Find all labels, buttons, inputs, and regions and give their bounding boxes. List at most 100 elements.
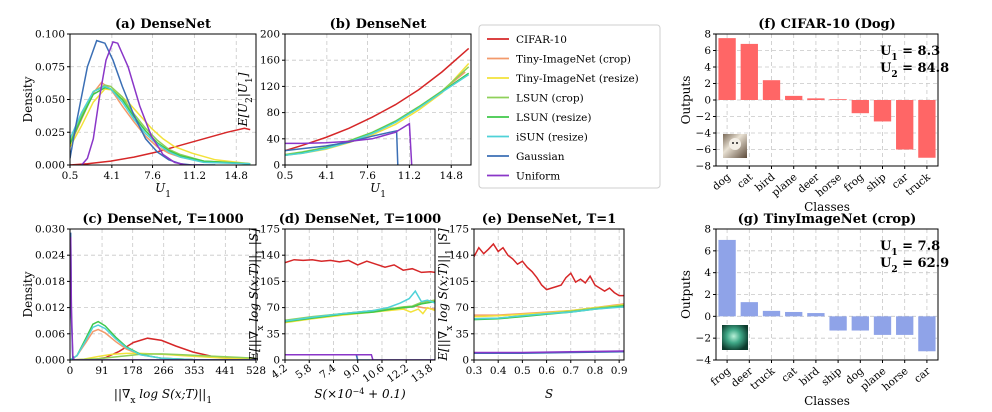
chart-d-ylabel: E[||∇x log S(x;T)||1 |S]: [247, 228, 266, 362]
y-tick-label: 2: [704, 78, 711, 90]
series-group: [70, 232, 256, 360]
category-label-horse: horse: [814, 171, 844, 199]
bar-ship: [829, 316, 847, 331]
category-label-dog: dog: [710, 171, 733, 193]
bar-cat: [785, 311, 803, 317]
chart-e: 0.3 0.4 0.5 0.6 0.7 0.8 0.9 0 35 70 105 140 175 (e) D…: [436, 212, 628, 401]
legend-label-tiny-imagenet-crop: Tiny-ImageNet (crop): [516, 53, 631, 65]
x-tick-label: 178: [123, 365, 143, 377]
x-tick-label: 0: [67, 365, 74, 377]
category-label-ship: ship: [819, 365, 844, 389]
plot-frame: [473, 228, 625, 361]
y-tick-label: 175: [449, 224, 469, 236]
series-line-isun-resize: [285, 289, 435, 322]
x-tick-label: 7.4: [318, 362, 339, 382]
x-tick-label: 0.3: [466, 365, 483, 377]
y-tick-label: 70: [267, 302, 280, 314]
chart-g-xlabel: Classes: [804, 394, 850, 408]
y-tick-label: 0: [273, 160, 280, 172]
x-tick-label: 12.2: [385, 362, 411, 385]
bar-bird: [807, 313, 825, 317]
x-tick-label: 14.8: [440, 170, 463, 182]
y-tick-label: 0.030: [35, 224, 65, 236]
annotation-u2: U2 = 62.9: [880, 256, 949, 275]
y-tick-label: 4: [704, 267, 711, 279]
y-tick-label: 0: [704, 311, 711, 323]
bar-frog: [851, 100, 869, 114]
bar-car: [918, 316, 936, 352]
y-tick-label: 6: [704, 245, 711, 257]
bar-deer: [740, 302, 758, 317]
y-tick-label: 35: [267, 328, 280, 340]
chart-a: 0.5 4.1 7.6 11.2 14.8 0.000 0.025 0.050 0.075 0.1…: [21, 17, 257, 200]
bar-ship: [873, 100, 892, 122]
category-label-truck: truck: [748, 365, 778, 393]
y-tick-label: 0.000: [35, 160, 65, 172]
series-line-cifar-10: [285, 258, 435, 274]
y-tick-label: 140: [260, 250, 280, 262]
bar-plane: [785, 95, 803, 100]
x-tick-label: 353: [184, 365, 204, 377]
x-tick-label: 528: [246, 365, 266, 377]
chart-c-ylabel: Density: [21, 271, 35, 317]
chart-f-ylabel: Outputs: [679, 76, 693, 125]
y-tick-label: −6: [696, 144, 712, 156]
bar-bird: [762, 80, 781, 100]
chart-a-title: (a) DenseNet: [115, 17, 211, 32]
chart-c-title: (c) DenseNet, T=1000: [82, 212, 243, 227]
y-tick-label: 40: [267, 133, 280, 145]
chart-e-xlabel: S: [545, 387, 553, 401]
legend-box: [478, 24, 661, 189]
x-tick-label: 0.5: [62, 170, 79, 182]
y-tick-label: 6: [704, 45, 711, 57]
bar-frog: [718, 239, 736, 317]
y-tick-label: 0.018: [35, 276, 65, 288]
y-tick-label: 140: [449, 250, 469, 262]
dog-thumbnail-face: [729, 138, 741, 150]
y-tick-label: −4: [696, 128, 712, 140]
plot-frame: [284, 33, 472, 166]
x-tick-label: 266: [154, 365, 174, 377]
bar-deer: [807, 98, 825, 100]
y-tick-label: 8: [704, 29, 711, 41]
y-tick-label: 2: [704, 289, 711, 301]
category-label-truck: truck: [903, 171, 933, 199]
x-tick-label: 0.6: [538, 365, 555, 377]
chart-f-xlabel: Classes: [804, 200, 850, 214]
chart-b-ylabel: E[U2|U1]: [236, 72, 255, 127]
chart-e-ylabel: E[||∇x log S(x;T)||1 |S]: [436, 228, 455, 362]
y-tick-label: 0.050: [35, 94, 65, 106]
series-line-isun-resize: [70, 85, 251, 165]
chart-c: 0 91 178 266 353 441 528 0.000 0.006 0.012 0.018 0.…: [21, 212, 266, 406]
y-tick-label: −4: [696, 355, 712, 367]
series-group: [474, 242, 624, 355]
series-line-uniform: [474, 350, 624, 354]
x-tick-label: 7.6: [144, 170, 161, 182]
y-tick-label: 0.025: [35, 127, 65, 139]
bar-plane: [873, 316, 892, 335]
bar-car: [896, 100, 914, 150]
chart-b: 0.5 4.1 7.6 11.2 14.8 0 40 80 120 160 200 (b) Dense…: [236, 17, 472, 200]
frog-thumbnail: [722, 325, 748, 350]
x-tick-label: 91: [95, 365, 108, 377]
legend-label-cifar-10: CIFAR-10: [516, 34, 567, 46]
series-group: [70, 39, 251, 165]
series-line-gaussian: [70, 232, 256, 360]
legend-label-tiny-imagenet-resize: Tiny-ImageNet (resize): [516, 73, 639, 85]
annotation-u1: U1 = 7.8: [880, 239, 940, 258]
y-tick-label: 0.075: [35, 61, 65, 73]
bar-dog: [851, 316, 869, 331]
legend-label-lsun-resize: LSUN (resize): [516, 112, 591, 124]
category-label-ship: ship: [864, 171, 889, 195]
y-tick-label: 0.012: [35, 302, 65, 314]
x-tick-label: 11.2: [183, 170, 206, 182]
category-label-frog: frog: [708, 365, 733, 388]
series-line-uniform: [70, 236, 256, 360]
series-line-tiny-imagenet-resize: [70, 88, 251, 165]
y-tick-label: 70: [456, 302, 469, 314]
series-line-gaussian: [285, 354, 435, 360]
x-tick-label: 0.9: [611, 365, 628, 377]
category-label-car: car: [912, 364, 934, 385]
chart-b-xlabel: U1: [370, 181, 386, 200]
